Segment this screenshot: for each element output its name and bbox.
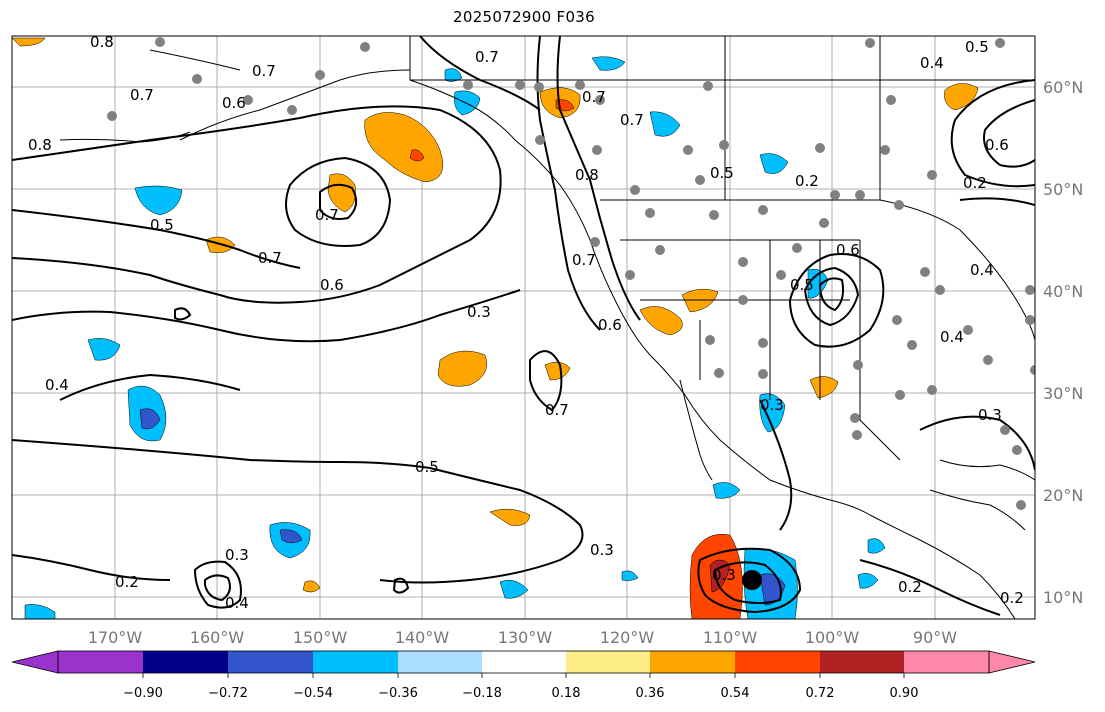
colorbar-bin	[650, 651, 735, 673]
lat-tick-label: 40°N	[1043, 282, 1083, 301]
lat-tick-label: 10°N	[1043, 588, 1083, 607]
contour-label: 0.6	[222, 94, 246, 112]
colorbar-tick-label: −0.72	[208, 686, 248, 701]
contour-label: 0.2	[963, 174, 987, 192]
contour-label: 0.3	[760, 396, 784, 414]
colorbar-left-extend	[11, 650, 59, 674]
contour-label: 0.8	[28, 136, 52, 154]
colorbar-tick-label: 0.36	[636, 686, 665, 701]
contour-label: 0.8	[575, 166, 599, 184]
contour-label-layer: 0.7 0.7 0.8 0.6 0.8 0.7 0.7 0.5 0.7 0.6 …	[28, 33, 1024, 612]
contour-label: 0.5	[965, 38, 989, 56]
contour-label: 0.4	[920, 54, 944, 72]
lon-tick-label: 110°W	[703, 628, 758, 647]
contour-label: 0.7	[582, 88, 606, 106]
lon-tick-label: 90°W	[913, 628, 957, 647]
colorbar-bin	[143, 651, 228, 673]
colorbar-tick-label: −0.90	[123, 686, 163, 701]
contour-label: 0.2	[1000, 589, 1024, 607]
lon-tick-label: 100°W	[805, 628, 860, 647]
contour-label: 0.6	[598, 316, 622, 334]
lon-tick-label: 130°W	[498, 628, 553, 647]
contour-label: 0.7	[252, 62, 276, 80]
storm-center-marker	[742, 570, 762, 590]
contour-label: 0.5	[150, 216, 174, 234]
contour-label: 0.3	[467, 303, 491, 321]
contour-label: 0.3	[590, 541, 614, 559]
station-markers	[107, 37, 1035, 510]
lon-tick-label: 150°W	[293, 628, 348, 647]
lon-tick-label: 140°W	[395, 628, 450, 647]
contour-label: 0.7	[572, 251, 596, 269]
contour-label: 0.4	[970, 261, 994, 279]
contour-label: 0.6	[985, 136, 1009, 154]
colorbar-right-extend	[988, 650, 1036, 674]
colorbar-bin	[58, 651, 143, 673]
contour-label: 0.7	[315, 206, 339, 224]
contour-label: 0.7	[130, 86, 154, 104]
lon-tick-label: 120°W	[600, 628, 655, 647]
map-frame	[11, 35, 1036, 620]
lon-tick-label: 160°W	[190, 628, 245, 647]
contour-label: 0.6	[836, 241, 860, 259]
colorbar-bin	[566, 651, 650, 673]
contour-label: 0.8	[90, 33, 114, 51]
colorbar-tick-label: 0.18	[552, 686, 581, 701]
colorbar-bin	[904, 651, 989, 673]
colorbar-tick-label: 0.54	[721, 686, 750, 701]
colorbar-bin	[482, 651, 566, 673]
contour-label: 0.4	[225, 594, 249, 612]
lat-tick-label: 60°N	[1043, 78, 1083, 97]
contour-label: 0.5	[415, 458, 439, 476]
map-background	[12, 36, 1035, 619]
contour-label: 0.7	[258, 249, 282, 267]
colorbar-bin	[313, 651, 398, 673]
contour-label: 0.7	[545, 401, 569, 419]
contour-label: 0.2	[115, 573, 139, 591]
lat-tick-label: 30°N	[1043, 384, 1083, 403]
contour-label: 0.7	[620, 111, 644, 129]
contour-label: 0.7	[475, 48, 499, 66]
contour-label: 0.2	[898, 578, 922, 596]
contour-label: 0.3	[978, 406, 1002, 424]
colorbar-tick-label: −0.18	[462, 686, 502, 701]
colorbar: −0.90 −0.72 −0.54 −0.36 −0.18 0.18 0.36 …	[11, 650, 1036, 701]
colorbar-outline	[57, 650, 990, 674]
colorbar-tick-label: 0.72	[806, 686, 835, 701]
contour-label: 0.3	[225, 546, 249, 564]
contour-label: 0.4	[940, 328, 964, 346]
lon-tick-label: 170°W	[88, 628, 143, 647]
colorbar-bin	[398, 651, 482, 673]
colorbar-bin	[735, 651, 820, 673]
colorbar-tick-label: −0.36	[378, 686, 418, 701]
contour-label: 0.6	[320, 276, 344, 294]
colorbar-tick-label: −0.54	[293, 686, 333, 701]
latitude-axis-labels: 60°N 50°N 40°N 30°N 20°N 10°N	[1043, 78, 1083, 607]
colorbar-bin	[820, 651, 904, 673]
colorbar-bin	[228, 651, 313, 673]
contour-label: 0.5	[710, 164, 734, 182]
contour-label: 0.5	[790, 276, 814, 294]
coastlines	[59, 36, 1035, 619]
contour-label: 0.4	[45, 376, 69, 394]
longitude-axis-labels: 170°W 160°W 150°W 140°W 130°W 120°W 110°…	[88, 628, 957, 647]
contours	[12, 36, 1035, 616]
plot-title: 2025072900 F036	[453, 8, 595, 26]
contour-label: 0.2	[795, 172, 819, 190]
lat-tick-label: 50°N	[1043, 180, 1083, 199]
colorbar-tick-label: 0.90	[890, 686, 919, 701]
contour-label: 0.3	[712, 566, 736, 584]
lat-tick-label: 20°N	[1043, 486, 1083, 505]
